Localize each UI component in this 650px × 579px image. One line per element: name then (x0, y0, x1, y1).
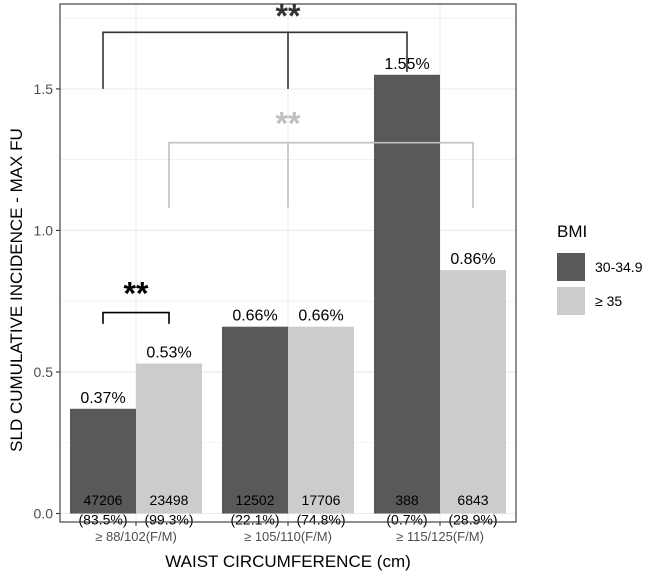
bar-percent-label: (74.8%) (296, 511, 345, 527)
bar-percent-label: (28.9%) (448, 511, 497, 527)
bar-count-label: 23498 (150, 492, 189, 508)
bar-percent-label: (83.5%) (78, 511, 127, 527)
significance-marker: ** (276, 106, 301, 142)
bar-percent-label: (22.1%) (230, 511, 279, 527)
legend-title: BMI (557, 222, 588, 241)
legend-key-0 (557, 253, 585, 281)
bar-1-1 (288, 326, 354, 514)
bar-count-label: 47206 (84, 492, 123, 508)
bar-0-0 (70, 408, 136, 514)
legend-item-0: 30-34.9 (557, 250, 642, 284)
y-tick-label: 1.0 (34, 222, 54, 238)
x-tick-label: ≥ 105/110(F/M) (244, 529, 332, 544)
bar-value-label: 0.37% (80, 390, 125, 407)
y-axis-title-wrap: SLD CUMULATIVE INCIDENCE - MAX FU (0, 0, 34, 579)
significance-bracket (102, 311, 170, 324)
x-tick-label: ≥ 115/125(F/M) (396, 529, 484, 544)
bar-count-label: 388 (395, 492, 419, 508)
legend-label-0: 30-34.9 (595, 259, 643, 275)
significance-bracket (168, 141, 474, 208)
y-tick-label: 0.5 (34, 364, 54, 380)
bar-percent-label: (99.3%) (144, 511, 193, 527)
legend-item-1: ≥ 35 (557, 284, 642, 318)
y-axis-title: SLD CUMULATIVE INCIDENCE - MAX FU (7, 127, 26, 452)
bar-value-label: 0.86% (450, 251, 495, 268)
bar-percent-label: (0.7%) (386, 511, 427, 527)
x-tick-label: ≥ 88/102(F/M) (95, 529, 177, 544)
bar-value-label: 0.66% (298, 308, 343, 325)
significance-marker: ** (276, 0, 301, 34)
bar-0-2 (374, 74, 440, 514)
bar-count-label: 12502 (236, 492, 275, 508)
bar-count-label: 6843 (457, 492, 488, 508)
y-tick-label: 0.0 (34, 506, 54, 522)
legend: BMI 30-34.9 ≥ 35 (557, 222, 642, 318)
bar-1-0 (136, 363, 202, 514)
significance-marker: ** (124, 275, 149, 311)
x-axis-title: WAIST CIRCUMFERENCE (cm) (165, 552, 411, 571)
bar-1-2 (440, 270, 506, 514)
bar-count-label: 17706 (302, 492, 341, 508)
bar-value-label: 0.53% (146, 344, 191, 361)
legend-label-1: ≥ 35 (595, 293, 623, 309)
legend-key-1 (557, 287, 585, 315)
significance-bracket (102, 31, 408, 89)
y-tick-label: 1.5 (34, 81, 54, 97)
bar-0-1 (222, 326, 288, 514)
bar-value-label: 0.66% (232, 308, 277, 325)
